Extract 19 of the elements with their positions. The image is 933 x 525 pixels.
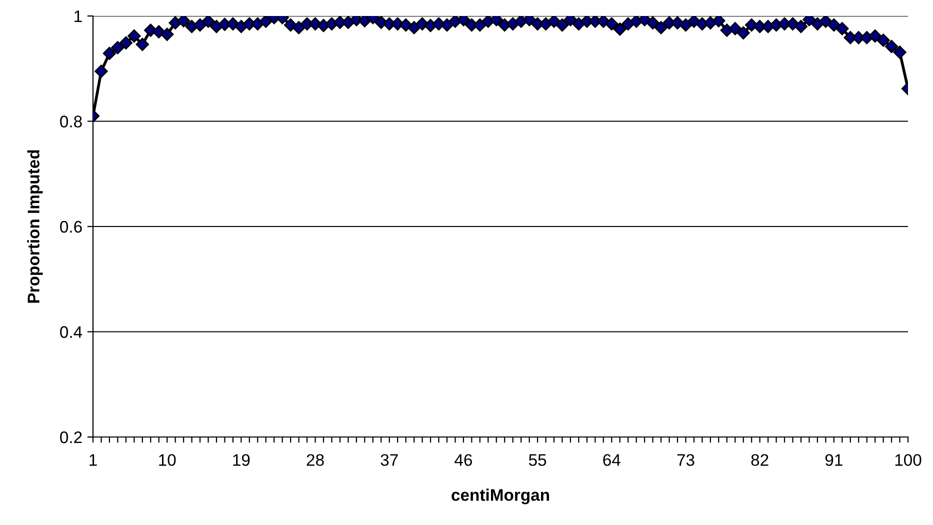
x-tick-label: 28	[306, 454, 324, 466]
y-tick-label: 0.4	[60, 326, 82, 338]
y-axis-title: Proportion Imputed	[27, 150, 43, 303]
x-tick-label: 91	[825, 454, 842, 466]
x-tick-label: 55	[528, 454, 546, 466]
x-axis-title: centiMorgan	[452, 488, 550, 504]
x-tick-label: 100	[895, 454, 922, 466]
y-tick-label: 1	[74, 10, 82, 22]
x-tick-label: 46	[454, 454, 472, 466]
y-tick-label: 0.2	[60, 431, 82, 444]
y-tick-label: 0.8	[60, 116, 82, 128]
y-tick-label: 0.6	[60, 220, 82, 233]
x-tick-label: 37	[380, 454, 398, 466]
x-tick-label: 82	[751, 454, 768, 466]
x-tick-label: 1	[90, 454, 97, 466]
x-tick-label: 73	[677, 454, 694, 466]
x-tick-label: 10	[159, 454, 176, 466]
x-tick-label: 19	[233, 454, 250, 466]
x-tick-label: 64	[603, 454, 620, 466]
